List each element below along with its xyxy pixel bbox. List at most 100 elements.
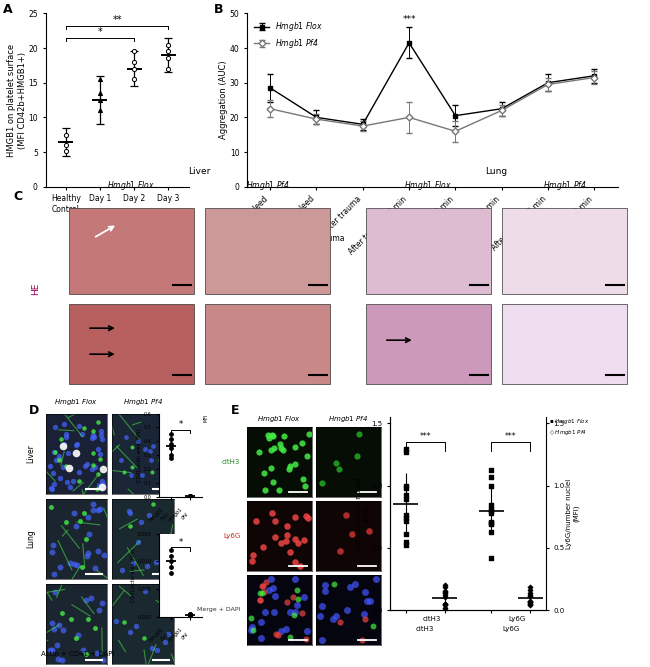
Point: [96, 426, 107, 436]
Point: [90, 462, 100, 472]
Point: [93, 444, 103, 454]
Point: [362, 595, 372, 606]
Point: [266, 508, 277, 518]
Point: [124, 506, 135, 516]
Point: [290, 557, 300, 568]
Point: [54, 454, 64, 465]
Point: [166, 443, 176, 454]
Point: [140, 444, 150, 454]
Point: [257, 588, 267, 599]
Point: [278, 430, 289, 441]
Point: [486, 516, 497, 527]
Point: [54, 450, 64, 461]
Text: $Hmgb1$ Pf4: $Hmgb1$ Pf4: [124, 397, 163, 407]
Text: Ly6G: Ly6G: [502, 626, 519, 632]
Point: [292, 594, 303, 604]
Point: [92, 647, 102, 658]
Point: [251, 516, 261, 526]
Point: [88, 505, 99, 516]
Point: [290, 442, 300, 453]
Y-axis label: CD41/actin area (MFI): CD41/actin area (MFI): [131, 548, 136, 602]
Point: [317, 635, 327, 646]
Text: Ly6G: Ly6G: [223, 533, 240, 539]
Point: [148, 499, 158, 510]
Point: [80, 461, 90, 472]
Point: [185, 610, 195, 620]
Point: [247, 622, 257, 632]
Point: [257, 580, 268, 591]
Point: [72, 438, 83, 449]
Point: [47, 547, 57, 558]
Point: [79, 422, 89, 433]
Point: [73, 466, 84, 477]
Point: [81, 648, 91, 659]
Bar: [205, 208, 330, 294]
Point: [486, 481, 497, 492]
Point: [90, 623, 100, 634]
Point: [161, 452, 172, 463]
Point: [88, 499, 98, 510]
Point: [400, 510, 411, 520]
Point: [157, 563, 167, 574]
Point: [265, 462, 276, 473]
Point: [185, 610, 195, 621]
Bar: [502, 304, 627, 384]
Point: [98, 479, 109, 490]
Point: [49, 587, 60, 598]
Text: *: *: [178, 538, 183, 546]
Point: [58, 624, 68, 635]
Point: [263, 433, 274, 444]
Point: [95, 504, 105, 515]
Point: [88, 432, 99, 442]
Text: A: A: [3, 3, 12, 16]
Point: [400, 540, 411, 550]
Point: [301, 511, 311, 522]
Point: [254, 447, 264, 458]
Point: [57, 440, 68, 451]
Point: [297, 438, 307, 448]
Point: [293, 538, 304, 549]
Point: [400, 494, 411, 505]
Point: [185, 608, 195, 619]
Point: [88, 430, 98, 440]
Point: [166, 439, 176, 450]
Point: [331, 611, 341, 622]
Point: [267, 430, 278, 440]
Point: [77, 429, 87, 440]
Point: [273, 630, 283, 641]
Point: [159, 636, 170, 647]
Point: [329, 579, 339, 590]
Point: [264, 585, 274, 596]
Point: [90, 563, 100, 574]
Point: [166, 429, 176, 440]
Point: [335, 546, 345, 556]
Point: [260, 577, 270, 588]
Point: [335, 617, 345, 628]
Point: [281, 624, 292, 634]
Point: [147, 642, 157, 653]
Point: [118, 467, 129, 478]
Point: [486, 518, 497, 529]
Point: [166, 556, 176, 567]
Point: [163, 456, 174, 466]
Point: [124, 508, 135, 519]
Point: [98, 654, 108, 665]
Text: ◇ $Hmgb1$ Pf4: ◇ $Hmgb1$ Pf4: [549, 428, 588, 437]
Point: [486, 506, 497, 516]
Text: *: *: [178, 420, 183, 429]
Point: [162, 629, 173, 640]
Point: [282, 530, 293, 540]
Point: [328, 614, 339, 624]
Point: [95, 454, 105, 464]
Point: [259, 587, 269, 598]
Text: ▪ $Hmgb1$ Flox: ▪ $Hmgb1$ Flox: [549, 417, 590, 426]
Point: [88, 426, 99, 436]
Point: [166, 434, 176, 444]
Text: ***: ***: [402, 15, 416, 24]
Point: [289, 609, 300, 620]
Point: [148, 440, 158, 451]
Text: Liver: Liver: [27, 444, 36, 463]
Text: MFI: MFI: [203, 414, 209, 422]
Point: [268, 477, 279, 488]
Point: [83, 548, 94, 558]
